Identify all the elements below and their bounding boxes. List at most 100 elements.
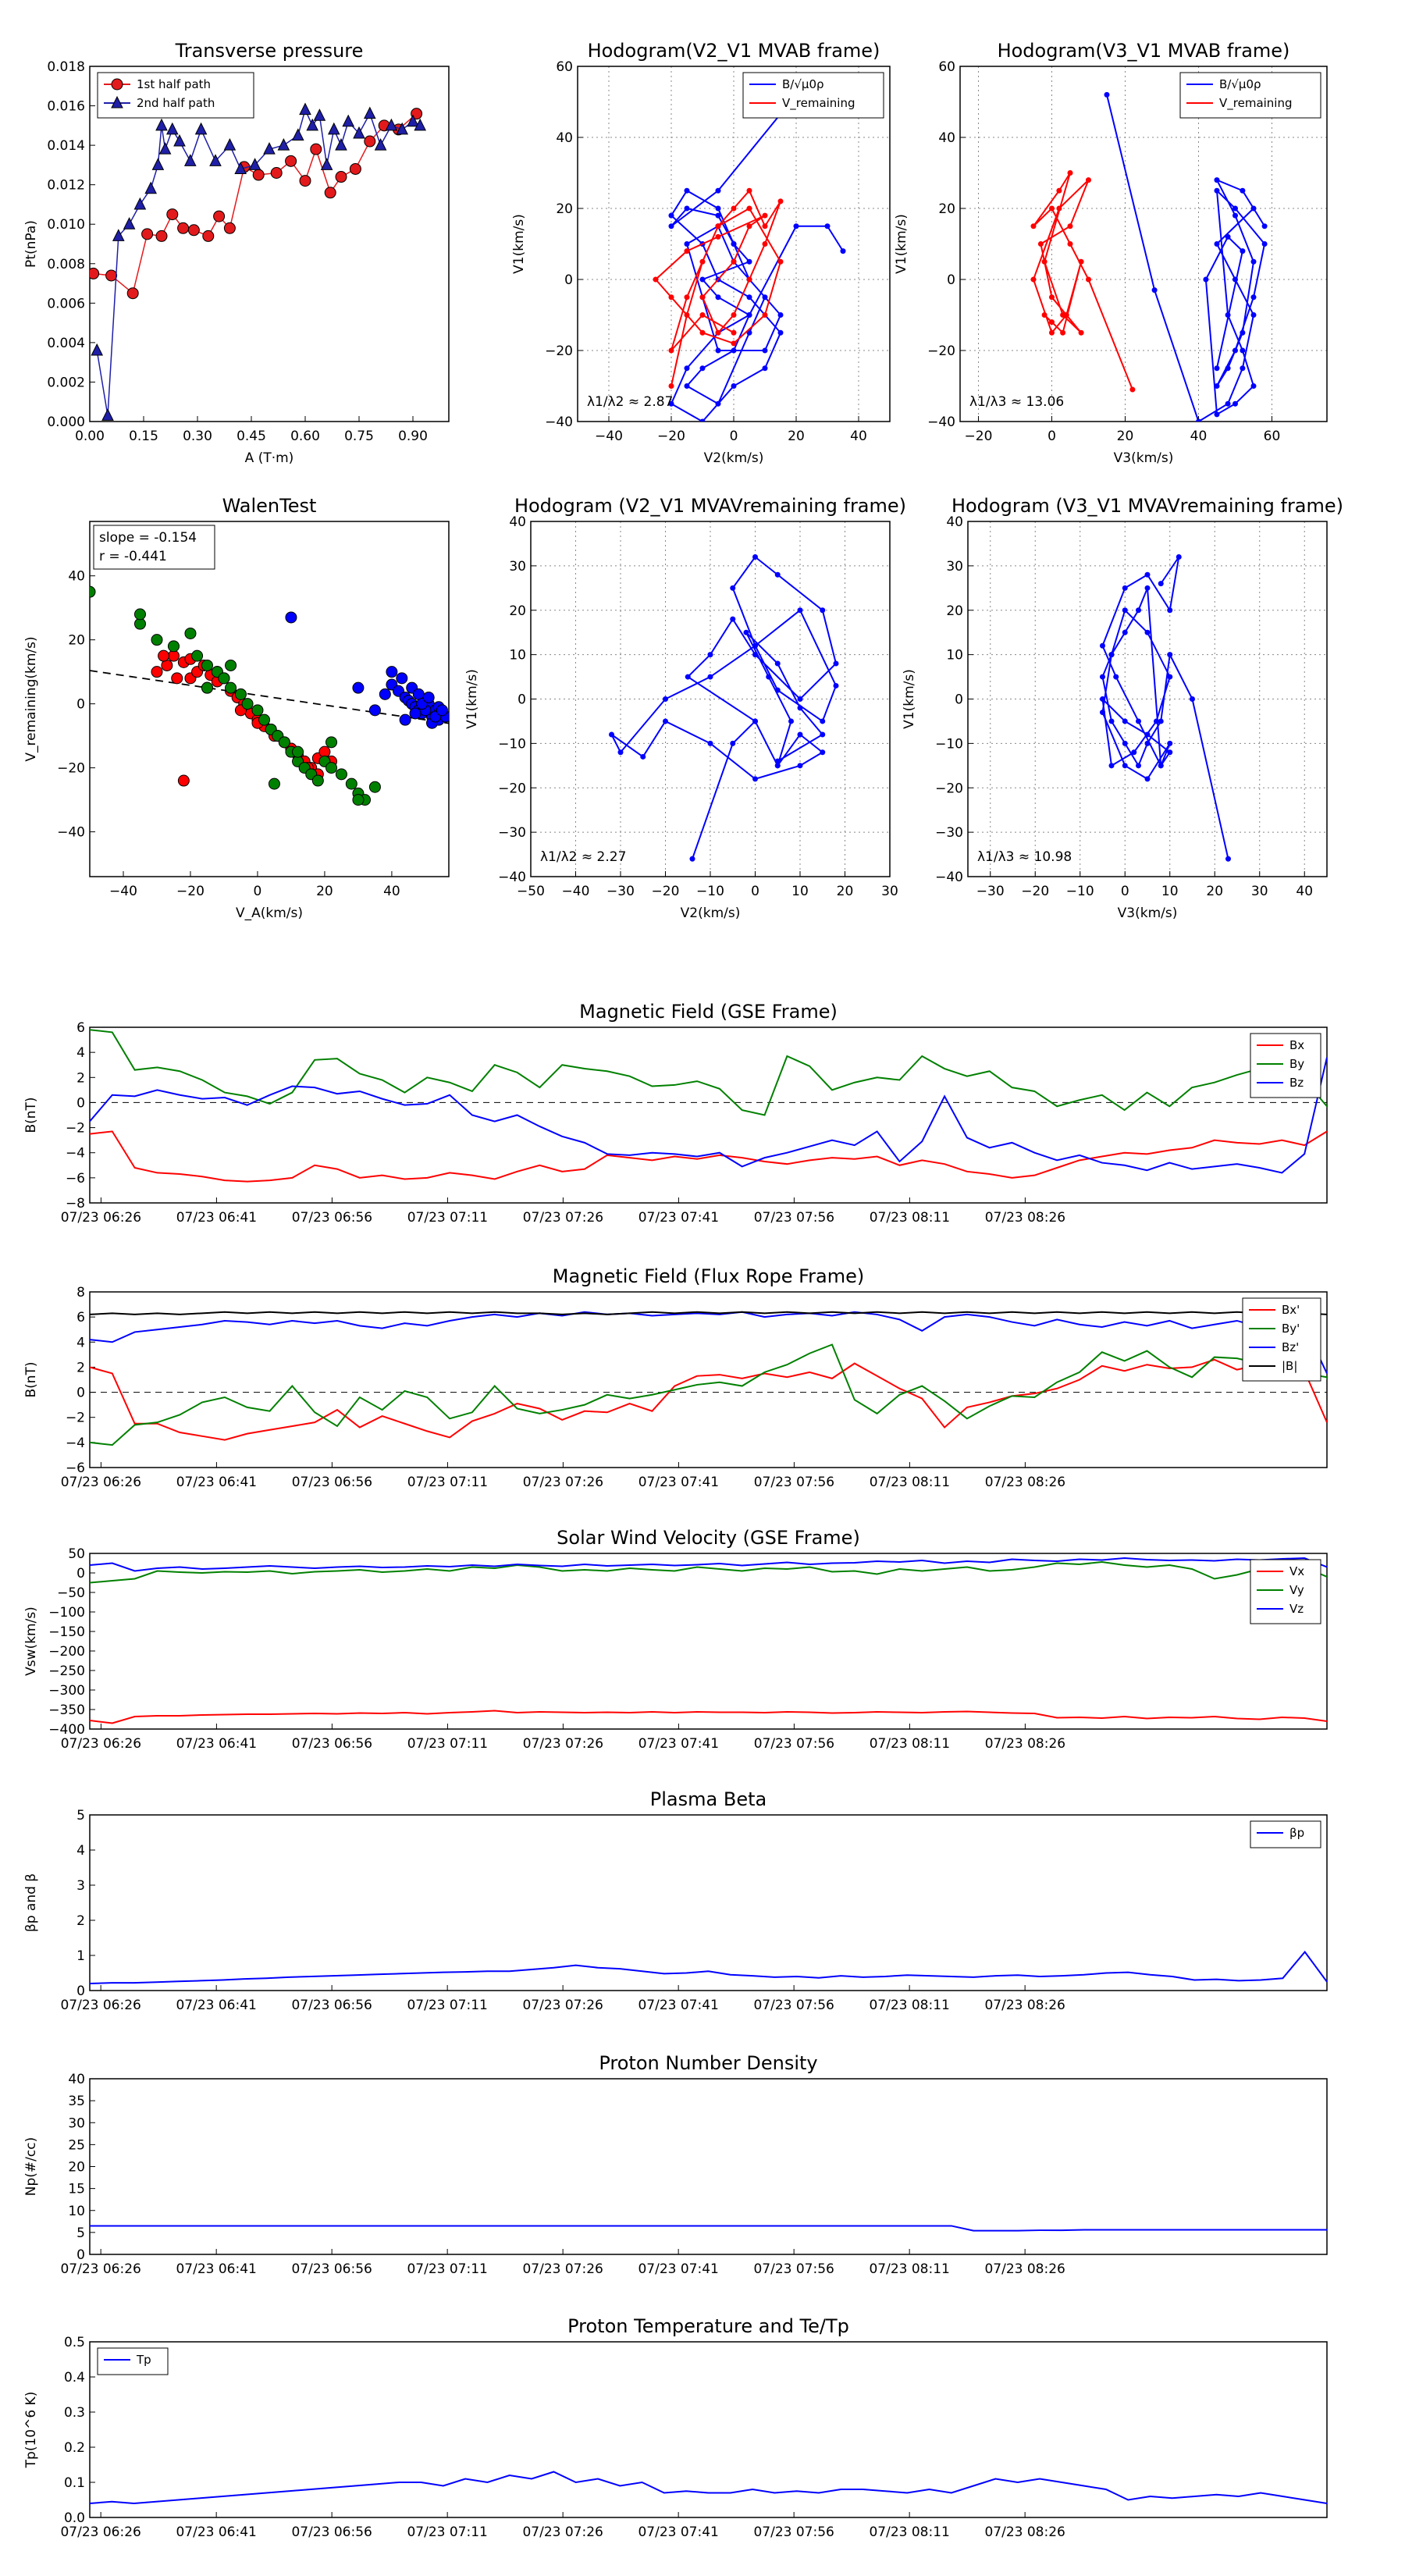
x-tick-label: 10	[1161, 884, 1179, 899]
x-tick-label: 40	[1190, 429, 1208, 444]
y-tick-label: 0.2	[64, 2440, 85, 2456]
y-tick-label: 50	[68, 1546, 85, 1562]
y-tick-label: −2	[66, 1121, 85, 1137]
data-point	[91, 343, 104, 356]
x-axis-label: V3(km/s)	[1118, 906, 1178, 921]
data-point	[1232, 400, 1238, 407]
data-point	[840, 248, 846, 254]
y-tick-label: −8	[66, 1196, 85, 1212]
data-point	[752, 642, 758, 649]
x-tick-label: 20	[1206, 884, 1223, 899]
x-tick-label: 07/23 07:41	[638, 1210, 719, 1226]
data-point	[385, 118, 398, 131]
data-point	[111, 95, 123, 109]
x-tick-label: 0.30	[183, 429, 212, 444]
data-point	[1100, 710, 1105, 716]
data-point	[746, 223, 752, 229]
y-tick-label: −300	[48, 1683, 85, 1699]
y-tick-label: 0	[76, 1566, 85, 1582]
chart-title: Hodogram(V3_V1 MVAB frame)	[998, 40, 1290, 62]
legend-label: Vy	[1289, 1583, 1304, 1597]
y-tick-label: 40	[946, 514, 963, 530]
y-tick-label: 0	[947, 272, 955, 288]
data-point	[1067, 241, 1073, 247]
y-tick-label: 60	[556, 59, 573, 75]
annotation-text: λ1/λ3 ≈ 10.98	[977, 849, 1072, 865]
x-tick-label: 0	[751, 884, 759, 899]
annotation-text: r = -0.441	[99, 549, 167, 564]
annotation-text: λ1/λ2 ≈ 2.87	[587, 394, 673, 410]
data-point	[793, 223, 799, 229]
y-tick-label: 30	[68, 2115, 85, 2131]
data-point	[731, 205, 737, 212]
y-tick-label: −2	[66, 1411, 85, 1426]
legend	[1179, 72, 1321, 119]
data-point	[183, 154, 197, 166]
data-point	[310, 143, 322, 155]
x-tick-label: 07/23 06:26	[60, 2261, 140, 2277]
y-tick-label: 30	[946, 559, 963, 575]
data-point	[90, 267, 100, 279]
x-tick-label: 07/23 07:56	[754, 1736, 834, 1752]
data-point	[1122, 585, 1128, 591]
data-point	[1129, 386, 1136, 393]
series-line-1	[90, 1343, 1327, 1446]
data-point	[797, 705, 803, 711]
data-point	[640, 753, 646, 760]
legend-label: βp	[1289, 1826, 1304, 1840]
data-point	[1167, 749, 1173, 756]
y-tick-label: 0.008	[47, 257, 85, 272]
x-tick-label: 07/23 06:56	[291, 2524, 372, 2540]
data-point	[1144, 776, 1151, 782]
x-tick-label: 07/23 06:56	[292, 1475, 372, 1490]
plot-frame	[89, 521, 450, 877]
y-tick-label: −4	[66, 1146, 85, 1162]
plot-frame	[89, 2341, 1328, 2518]
data-point	[112, 229, 125, 241]
x-tick-label: 20	[316, 884, 333, 899]
data-point	[1122, 740, 1128, 746]
data-point	[1144, 629, 1151, 635]
data-point	[1037, 241, 1044, 247]
data-point	[1100, 642, 1105, 649]
data-point	[684, 365, 690, 372]
y-tick-label: 0	[518, 692, 526, 708]
x-tick-label: 07/23 07:11	[407, 1998, 487, 2013]
data-point	[155, 118, 168, 131]
data-point	[1100, 696, 1105, 702]
y-tick-label: 4	[76, 1335, 85, 1350]
y-tick-label: 0.016	[47, 99, 85, 115]
data-point	[715, 205, 721, 212]
data-point	[1232, 205, 1238, 212]
legend	[1250, 1820, 1321, 1848]
x-tick-label: 07/23 07:26	[523, 1210, 603, 1226]
y-tick-label: 20	[938, 201, 955, 217]
data-point	[123, 217, 136, 229]
data-point	[396, 672, 408, 685]
y-tick-label: 10	[509, 648, 526, 664]
data-point	[327, 122, 340, 135]
chart-title: WalenTest	[222, 495, 317, 517]
data-point	[777, 312, 784, 318]
data-point	[774, 571, 781, 578]
chart-title: Proton Number Density	[599, 2052, 817, 2074]
x-tick-label: 0.60	[290, 429, 320, 444]
data-point	[187, 224, 200, 237]
data-point	[1250, 294, 1257, 301]
data-point	[1167, 607, 1173, 614]
plot-area	[90, 102, 427, 421]
data-point	[1136, 718, 1141, 724]
legend-label: Bx'	[1282, 1303, 1300, 1317]
x-tick-label: 07/23 08:11	[869, 2524, 949, 2540]
data-point	[1113, 674, 1119, 680]
data-point	[306, 118, 319, 131]
chart-tp: 0.000 0.002 0.004 0.006 0.008 0.010 0.012 0.014…	[23, 40, 450, 466]
plot-frame	[959, 66, 1328, 422]
y-tick-label: 0.000	[47, 415, 85, 430]
x-tick-label: 07/23 08:26	[984, 2524, 1065, 2540]
data-point	[715, 347, 721, 354]
y-tick-label: 0	[76, 697, 85, 713]
series-line-1	[90, 1560, 1327, 1584]
legend-label: Bz	[1289, 1076, 1304, 1090]
x-tick-label: 07/23 07:26	[522, 2261, 603, 2277]
